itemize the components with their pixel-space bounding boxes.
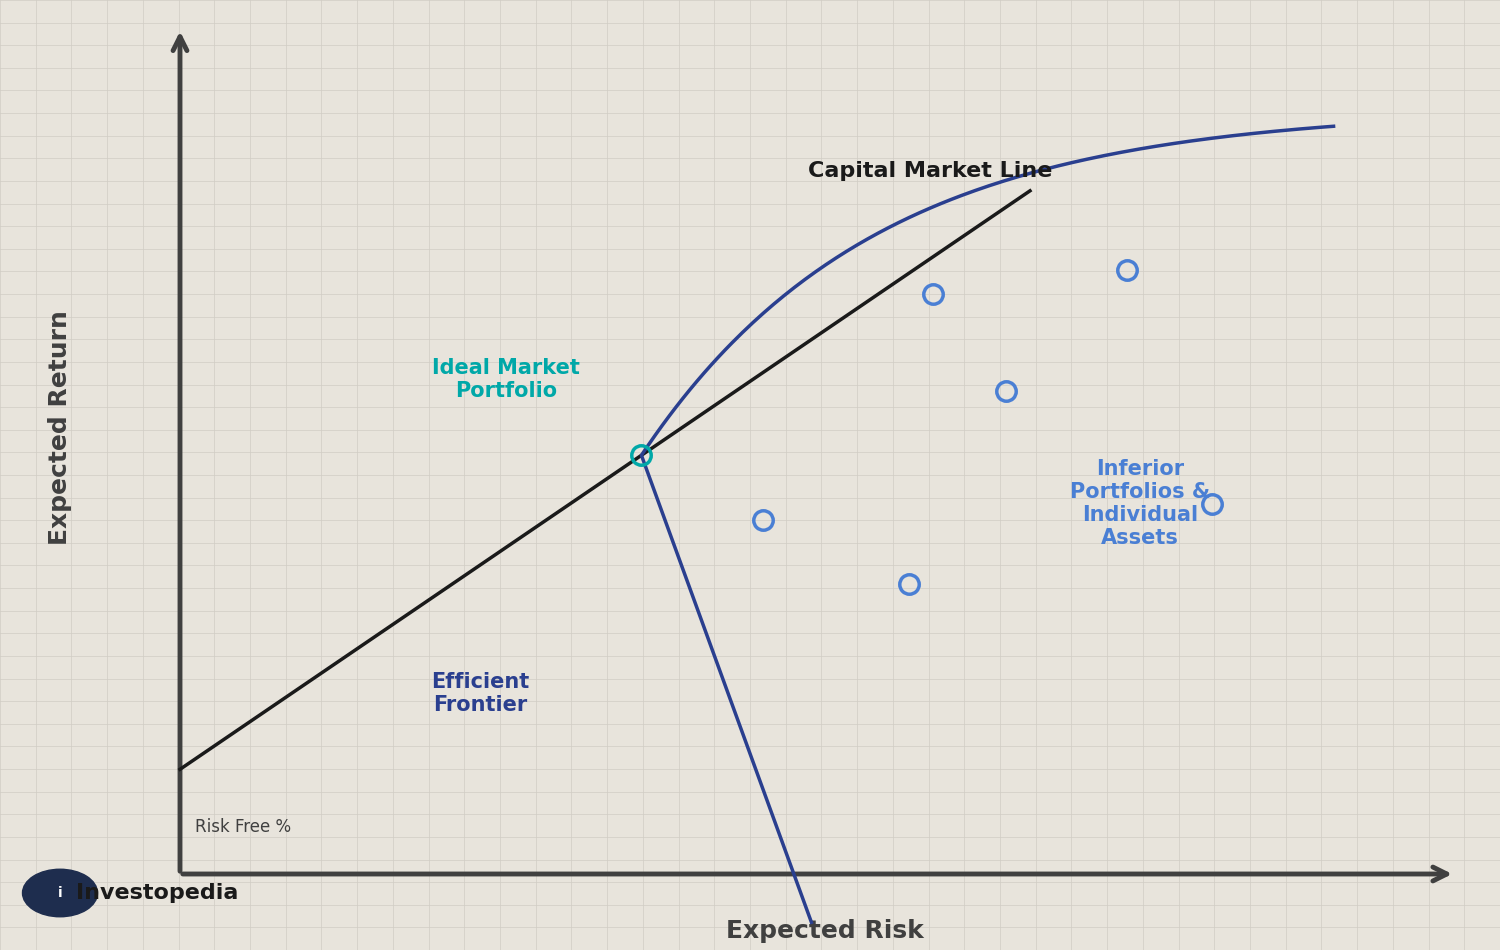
Text: Ideal Market
Portfolio: Ideal Market Portfolio — [432, 358, 580, 401]
Text: i: i — [57, 886, 63, 900]
Text: Efficient
Frontier: Efficient Frontier — [430, 672, 530, 715]
Circle shape — [22, 869, 98, 917]
Text: Risk Free %: Risk Free % — [195, 818, 291, 835]
Text: Expected Risk: Expected Risk — [726, 919, 924, 943]
Text: Inferior
Portfolios &
Individual
Assets: Inferior Portfolios & Individual Assets — [1070, 459, 1210, 548]
Text: Capital Market Line: Capital Market Line — [808, 161, 1052, 181]
Text: Expected Return: Expected Return — [48, 310, 72, 545]
Text: Investopedia: Investopedia — [76, 883, 239, 903]
